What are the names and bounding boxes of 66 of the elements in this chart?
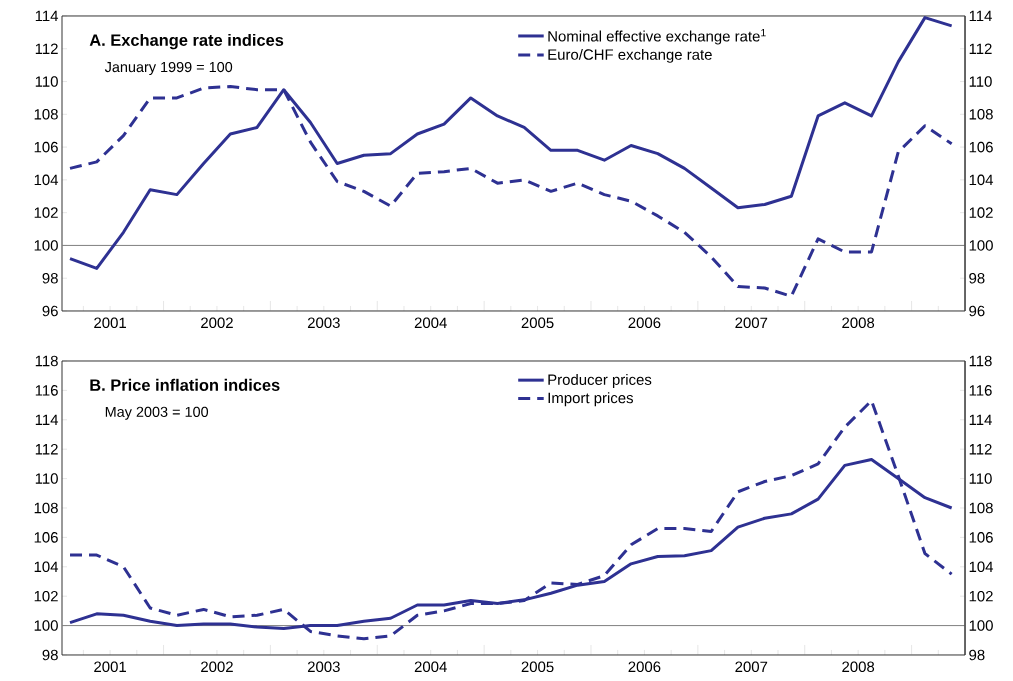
y-tick-label: 100: [34, 240, 58, 251]
x-tick-label: 2006: [628, 317, 661, 329]
y2-tick-label: 110: [969, 473, 992, 484]
y-tick-label: 108: [34, 109, 58, 120]
y-tick-label: 104: [34, 561, 59, 573]
text: A. Exchange rate indices: [89, 33, 284, 50]
y2-tick-label: 112: [969, 443, 992, 455]
y-tick-label: 114: [35, 414, 59, 425]
x-tick-label: 2002: [201, 661, 233, 673]
y-tick-label: 110: [35, 473, 58, 484]
x-tick-label: 2003: [307, 317, 340, 329]
y2-tick-label: 96: [969, 305, 985, 317]
y-tick-label: 110: [35, 76, 58, 87]
y-tick-label: 104: [34, 174, 59, 186]
x-tick-label: 2003: [307, 661, 340, 673]
x-tick-label: 2007: [735, 661, 768, 673]
y-tick-label: 116: [35, 385, 58, 396]
y-tick-label: 118: [35, 355, 58, 367]
text: January 1999 = 100: [104, 61, 233, 75]
x-tick-label: 2005: [521, 661, 554, 673]
text: B. Price inflation indices: [90, 378, 280, 391]
y2-tick-label: 104: [969, 174, 994, 186]
y-tick-label: 112: [35, 43, 58, 54]
text: May 2003 = 100: [105, 406, 209, 420]
y-tick-label: 102: [34, 590, 58, 602]
legend-label: Nominal effective exchange rate$^{1}$: [548, 29, 766, 45]
x-tick-label: 2004: [414, 661, 447, 673]
y-tick-label: 96: [42, 305, 58, 317]
legend-label: Producer prices: [548, 373, 652, 388]
y-tick-label: 100: [34, 620, 58, 631]
y2-tick-label: 100: [969, 240, 993, 251]
y-tick-label: 98: [42, 272, 58, 284]
legend-label: Euro/CHF exchange rate: [548, 48, 712, 63]
x-tick-label: 2005: [521, 317, 554, 329]
y2-tick-label: 106: [969, 141, 993, 153]
y2-tick-label: 108: [969, 109, 993, 120]
y2-tick-label: 108: [969, 502, 993, 514]
y2-tick-label: 112: [969, 43, 992, 54]
y-tick-label: 106: [34, 141, 58, 153]
y2-tick-label: 102: [969, 207, 993, 218]
y2-tick-label: 110: [969, 76, 992, 87]
y2-tick-label: 104: [969, 561, 994, 573]
x-tick-label: 2007: [735, 317, 768, 329]
x-tick-label: 2001: [94, 661, 126, 673]
y-tick-label: 112: [35, 443, 58, 455]
y2-tick-label: 116: [969, 385, 992, 396]
y2-tick-label: 118: [969, 355, 992, 367]
y2-tick-label: 114: [969, 10, 992, 22]
legend-label: Import prices: [548, 392, 633, 407]
x-tick-label: 2001: [94, 317, 126, 329]
x-tick-label: 2008: [842, 317, 875, 329]
y-tick-label: 102: [34, 207, 58, 218]
y2-tick-label: 106: [969, 532, 993, 543]
x-tick-label: 2004: [414, 317, 447, 329]
y2-tick-label: 98: [969, 649, 985, 661]
y-tick-label: 114: [35, 10, 59, 22]
x-tick-label: 2008: [842, 661, 875, 673]
y-tick-label: 106: [34, 532, 58, 543]
y2-tick-label: 102: [969, 590, 993, 602]
y2-tick-label: 100: [969, 620, 993, 631]
x-tick-label: 2002: [201, 317, 233, 329]
y-tick-label: 98: [42, 649, 58, 661]
y2-tick-label: 114: [969, 414, 992, 425]
y2-tick-label: 98: [969, 272, 985, 284]
x-tick-label: 2006: [628, 661, 661, 673]
y-tick-label: 108: [34, 502, 58, 514]
